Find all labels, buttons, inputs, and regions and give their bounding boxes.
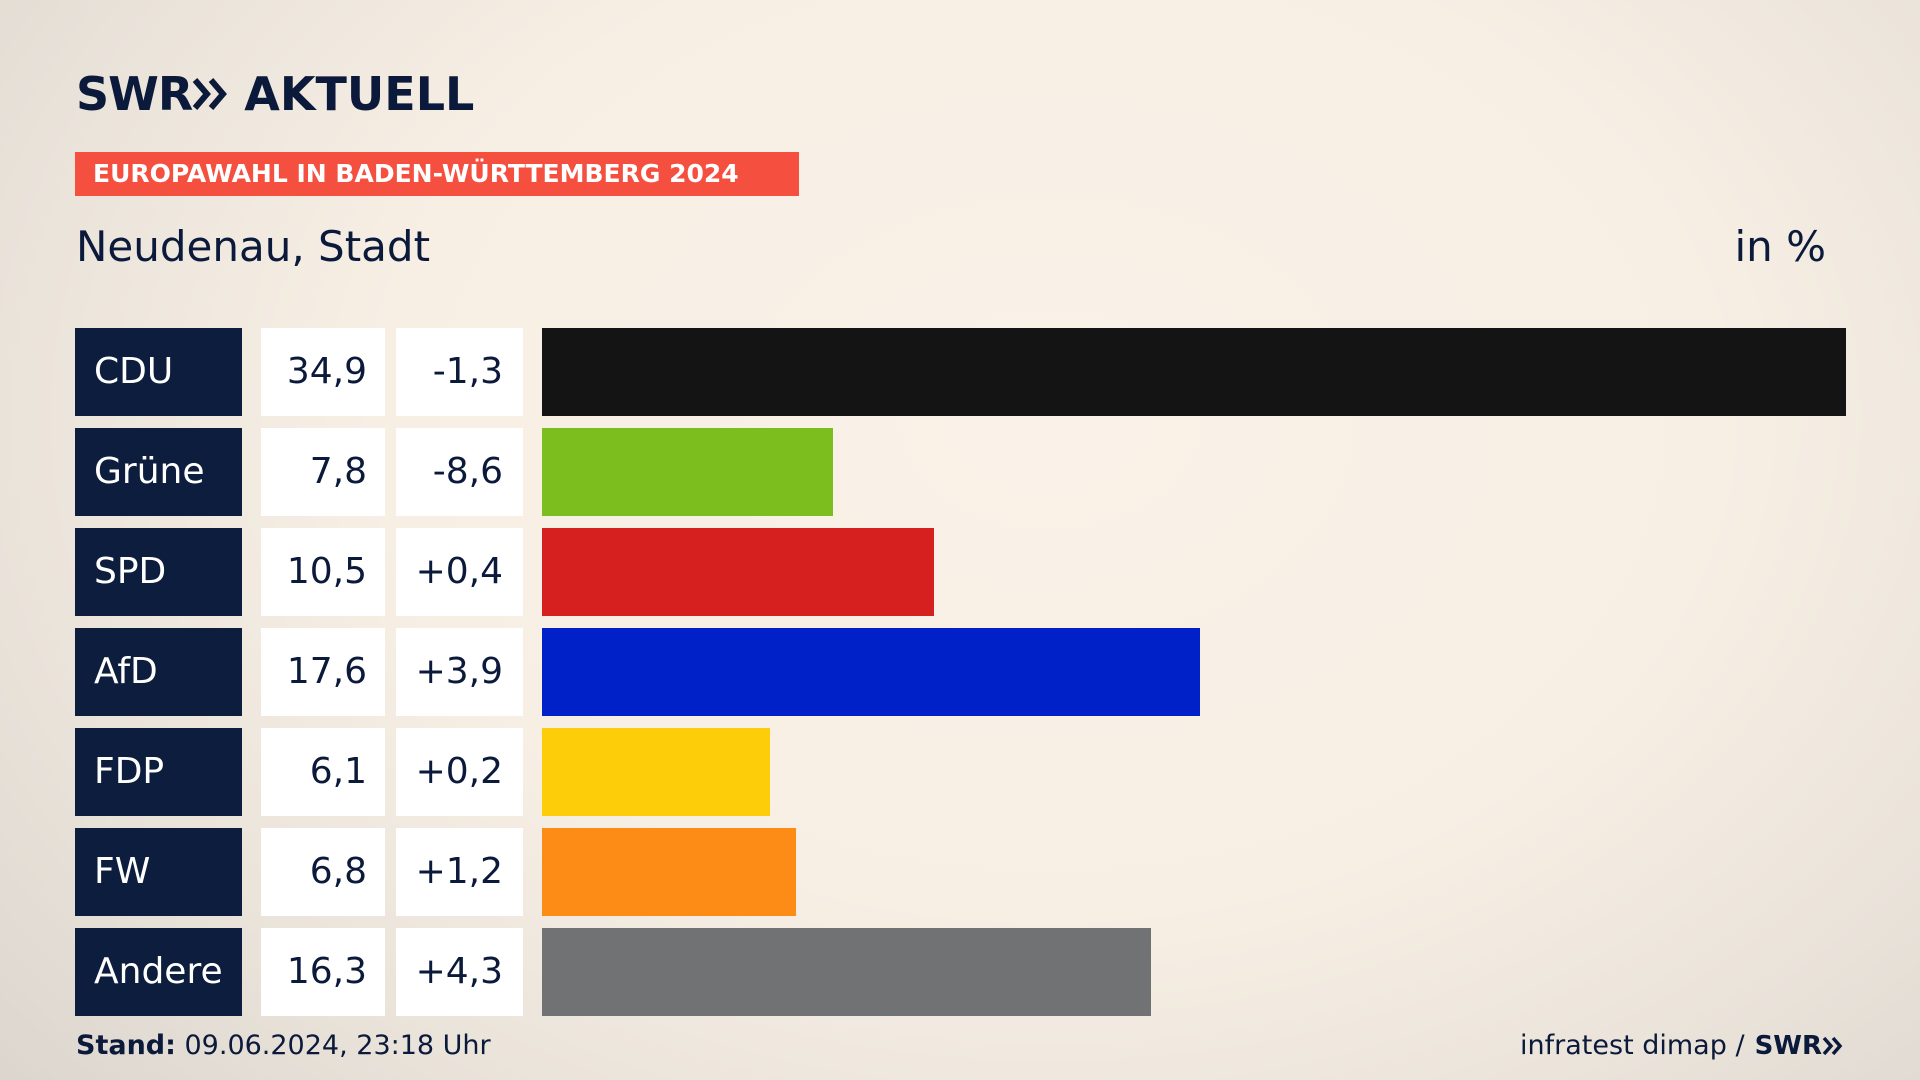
result-row: Andere 16,3 +4,3	[75, 928, 1846, 1016]
party-label: FW	[75, 828, 242, 916]
result-bar	[542, 428, 833, 516]
swr-small-text: SWR	[1754, 1030, 1822, 1061]
vote-share-value: 34,9	[261, 328, 385, 416]
result-row: CDU 34,9 -1,3	[75, 328, 1846, 416]
result-row: SPD 10,5 +0,4	[75, 528, 1846, 616]
vote-change-value: +3,9	[396, 628, 523, 716]
swr-aktuell-logo: SWR AKTUELL	[76, 66, 474, 122]
stand-value: 09.06.2024, 23:18 Uhr	[175, 1030, 491, 1061]
result-row: Grüne 7,8 -8,6	[75, 428, 1846, 516]
vote-change-value: +1,2	[396, 828, 523, 916]
timestamp: Stand: 09.06.2024, 23:18 Uhr	[76, 1030, 491, 1061]
result-bar	[542, 728, 770, 816]
party-label: FDP	[75, 728, 242, 816]
vote-share-value: 6,8	[261, 828, 385, 916]
vote-share-value: 16,3	[261, 928, 385, 1016]
vote-change-value: +0,2	[396, 728, 523, 816]
vote-share-value: 6,1	[261, 728, 385, 816]
location-title: Neudenau, Stadt	[76, 222, 431, 271]
result-bar	[542, 628, 1200, 716]
party-label: SPD	[75, 528, 242, 616]
logo-swr-text: SWR	[76, 67, 193, 121]
party-label: AfD	[75, 628, 242, 716]
double-chevron-small-icon	[1822, 1036, 1843, 1055]
vote-change-value: +4,3	[396, 928, 523, 1016]
vote-change-value: -1,3	[396, 328, 523, 416]
party-label: Grüne	[75, 428, 242, 516]
party-label: CDU	[75, 328, 242, 416]
result-row: FW 6,8 +1,2	[75, 828, 1846, 916]
vote-share-value: 7,8	[261, 428, 385, 516]
result-bar	[542, 328, 1846, 416]
result-row: FDP 6,1 +0,2	[75, 728, 1846, 816]
vote-share-value: 17,6	[261, 628, 385, 716]
double-chevron-icon	[192, 77, 230, 111]
result-bar	[542, 928, 1151, 1016]
source-text: infratest dimap /	[1520, 1030, 1745, 1061]
vote-change-value: +0,4	[396, 528, 523, 616]
result-row: AfD 17,6 +3,9	[75, 628, 1846, 716]
swr-small-logo: SWR	[1755, 1031, 1844, 1061]
vote-change-value: -8,6	[396, 428, 523, 516]
party-label: Andere	[75, 928, 242, 1016]
result-bar	[542, 528, 934, 616]
vote-share-value: 10,5	[261, 528, 385, 616]
logo-product-text: AKTUELL	[244, 67, 475, 121]
stand-label: Stand:	[76, 1030, 176, 1061]
unit-label: in %	[1734, 222, 1826, 271]
source-credit: infratest dimap / SWR	[1520, 1030, 1844, 1061]
election-banner: EUROPAWAHL IN BADEN-WÜRTTEMBERG 2024	[75, 152, 799, 196]
result-bar	[542, 828, 796, 916]
